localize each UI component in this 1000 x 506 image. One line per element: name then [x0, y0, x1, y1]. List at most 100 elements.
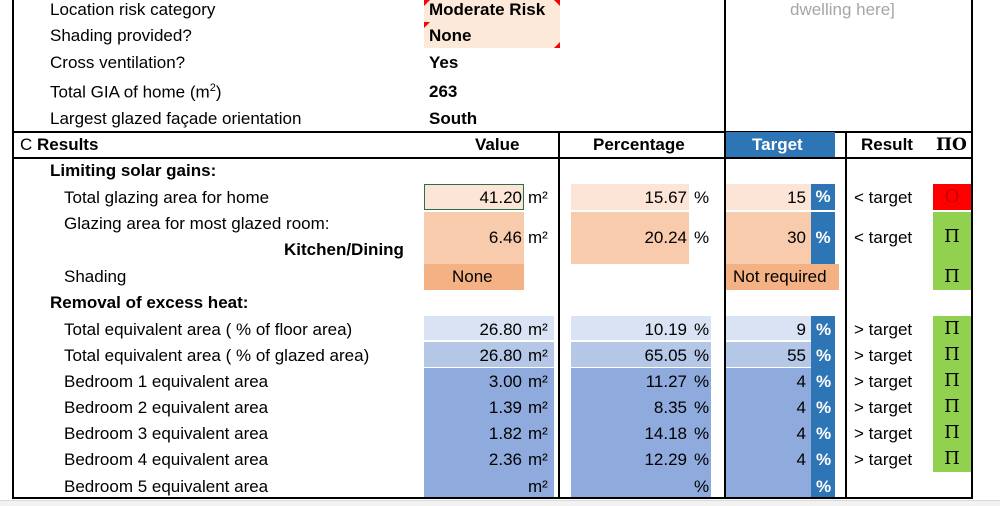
glazing-home-value[interactable]: 41.20 [479, 188, 522, 207]
bedroom-3-target[interactable]: 4 [796, 424, 806, 443]
comment-indicator-icon [424, 22, 430, 28]
glazing-home-target-unit: % [811, 184, 835, 210]
bedroom-1-target[interactable]: 4 [796, 372, 806, 391]
cell-bg [726, 342, 811, 367]
shading-value-cell[interactable] [424, 264, 524, 290]
unit: m² [528, 372, 548, 391]
bedroom-4-value[interactable]: 2.36 [488, 450, 522, 469]
target-unit: % [816, 372, 832, 391]
cell-bg [424, 342, 554, 367]
divider [724, 0, 726, 132]
location-risk-input-bg[interactable] [424, 0, 560, 48]
unit: m² [528, 320, 548, 339]
target-unit-column [811, 316, 835, 498]
glazed-facade-value[interactable]: South [429, 109, 478, 128]
glazing-home-result: < target [854, 188, 913, 207]
unit: % [694, 398, 710, 417]
unit: m² [528, 450, 548, 469]
shading-provided-value[interactable]: None [429, 26, 472, 45]
comment-indicator-icon [554, 0, 560, 6]
target-unit: % [816, 477, 832, 496]
divider [12, 497, 973, 499]
divider [12, 131, 973, 133]
unit: m² [528, 477, 548, 496]
bedroom-4-target[interactable]: 4 [796, 450, 806, 469]
pass-flag: Π [933, 368, 971, 394]
bedroom-1-result: > target [854, 372, 913, 391]
unit: m² [528, 228, 548, 247]
sheet-tab-strip[interactable] [0, 500, 1000, 506]
cell-bg [571, 368, 711, 498]
bedroom-5-label: Bedroom 5 equivalent area [64, 477, 269, 496]
cell-bg [424, 316, 554, 340]
cell-bg [726, 368, 811, 498]
pass-flag: Π [933, 264, 971, 290]
glazing-room-label: Glazing area for most glazed room: [64, 214, 330, 233]
note-text: dwelling here] [790, 0, 895, 19]
bedroom-2-value[interactable]: 1.39 [488, 398, 522, 417]
equiv-floor-result: > target [854, 320, 913, 339]
pass-flag: Π [933, 316, 971, 342]
target-unit: % [816, 450, 832, 469]
glazing-room-pct: 20.24 [644, 228, 687, 247]
glazing-home-target-cell [726, 184, 811, 210]
location-risk-value[interactable]: Moderate Risk [429, 0, 546, 19]
glazing-home-pct-cell [571, 184, 689, 210]
glazing-home-pct: 15.67 [644, 188, 687, 207]
unit: m² [528, 398, 548, 417]
unit: m² [528, 424, 548, 443]
bedroom-4-pct: 12.29 [644, 450, 687, 469]
glazing-room-target[interactable]: 30 [787, 228, 806, 247]
cross-ventilation-value[interactable]: Yes [429, 53, 459, 72]
shading-label: Shading [64, 267, 127, 286]
target-header-bg [725, 132, 835, 157]
equiv-glazed-value[interactable]: 26.80 [479, 346, 522, 365]
divider [12, 0, 14, 132]
bedroom-4-result: > target [854, 450, 913, 469]
cell-bg [571, 342, 711, 367]
equiv-floor-target[interactable]: 9 [796, 320, 806, 339]
unit: % [694, 450, 710, 469]
glazing-home-value-cell[interactable] [424, 184, 524, 210]
unit: % [694, 228, 710, 247]
target-unit: % [816, 398, 832, 417]
shading-value[interactable]: None [452, 267, 493, 286]
glazing-room-value-cell[interactable] [424, 212, 524, 264]
unit: m² [528, 188, 548, 207]
divider [12, 157, 973, 159]
shading-target: Not required [733, 267, 827, 286]
glazing-room-name: Kitchen/Dining [284, 240, 404, 259]
glazing-room-target-cell [726, 212, 811, 264]
divider [971, 0, 973, 132]
target-header: Target [752, 135, 803, 154]
bedroom-2-label: Bedroom 2 equivalent area [64, 398, 269, 417]
equiv-glazed-pct: 65.05 [644, 346, 687, 365]
shading-target-cell [726, 264, 839, 290]
target-unit: % [816, 320, 832, 339]
equiv-glazed-target[interactable]: 55 [787, 346, 806, 365]
divider [558, 132, 560, 499]
bedroom-3-pct: 14.18 [644, 424, 687, 443]
bedroom-2-target[interactable]: 4 [796, 398, 806, 417]
glazing-room-value[interactable]: 6.46 [488, 228, 522, 247]
pass-fail-header: ΠΟ [936, 135, 967, 155]
percentage-header: Percentage [593, 135, 685, 154]
bedroom-2-result: > target [854, 398, 913, 417]
bedroom-3-value[interactable]: 1.82 [488, 424, 522, 443]
cell-bg [424, 368, 554, 498]
bedroom-1-value[interactable]: 3.00 [488, 372, 522, 391]
total-gia-value[interactable]: 263 [429, 82, 458, 101]
pass-flag: Π [933, 212, 971, 264]
comment-indicator-icon [424, 0, 430, 6]
unit: % [694, 188, 710, 207]
equiv-glazed-label: Total equivalent area ( % of glazed area… [64, 346, 370, 365]
fail-flag: Ο [933, 184, 971, 210]
glazing-room-result: < target [854, 228, 913, 247]
equiv-floor-value[interactable]: 26.80 [479, 320, 522, 339]
bedroom-3-label: Bedroom 3 equivalent area [64, 424, 269, 443]
pass-flag: Π [933, 420, 971, 446]
glazing-home-target[interactable]: 15 [787, 188, 806, 207]
total-gia-label: Total GIA of home (m2) [50, 82, 222, 102]
bedroom-4-label: Bedroom 4 equivalent area [64, 450, 269, 469]
unit: % [694, 320, 710, 339]
